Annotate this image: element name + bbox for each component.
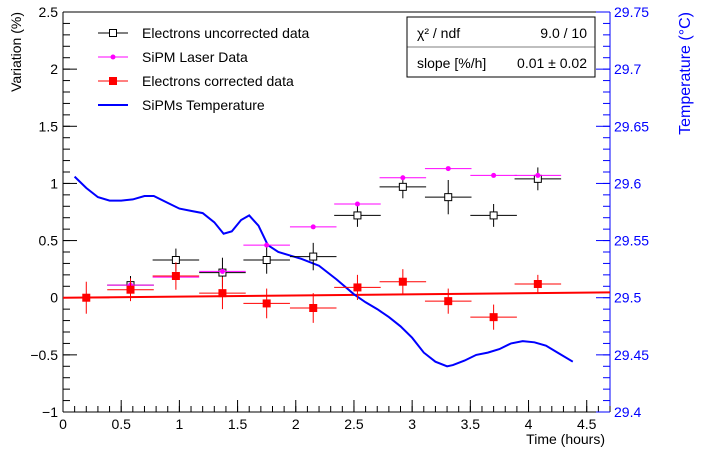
temperature-curve bbox=[73, 175, 574, 368]
y2-tick-label: 29.6 bbox=[614, 175, 641, 191]
data-point bbox=[110, 54, 116, 60]
y-tick-label: 1.5 bbox=[39, 118, 59, 134]
x-tick-label: 1.5 bbox=[228, 416, 248, 432]
stats-chi2-value: 9.0 / 10 bbox=[540, 25, 587, 41]
y2-tick-label: 29.7 bbox=[614, 61, 641, 77]
legend-label: Electrons corrected data bbox=[142, 73, 294, 89]
y2-tick-label: 29.55 bbox=[614, 233, 649, 249]
y-tick-label: 0 bbox=[50, 290, 58, 306]
data-point bbox=[109, 29, 117, 37]
data-point bbox=[353, 211, 362, 220]
data-point bbox=[489, 313, 498, 322]
x-tick-label: 3 bbox=[408, 416, 416, 432]
stats-slope-label: slope [%/h] bbox=[417, 55, 486, 71]
x-tick-label: 0.5 bbox=[111, 416, 131, 432]
y2-tick-label: 29.5 bbox=[614, 290, 641, 306]
x-tick-label: 2.5 bbox=[344, 416, 364, 432]
x-tick-label: 4 bbox=[525, 416, 533, 432]
data-point bbox=[82, 293, 91, 302]
axes-layer: 0 0.5 1 1.5 2 2.5 3 3.5 4 4.5 −1 −0.5 0 0.5 1 1.5 2 2.5 29… bbox=[8, 4, 694, 447]
data-point bbox=[535, 172, 541, 178]
y2-tick-label: 29.65 bbox=[614, 118, 649, 134]
data-point bbox=[262, 256, 271, 264]
legend-label: Electrons uncorrected data bbox=[142, 25, 310, 41]
legend: Electrons uncorrected data SiPM Laser Dat… bbox=[98, 25, 310, 113]
y-axis-title: Variation (%) bbox=[8, 12, 24, 92]
data-point bbox=[491, 172, 497, 178]
y-tick-label: 1 bbox=[50, 175, 58, 191]
data-point bbox=[354, 201, 360, 207]
y2-tick-label: 29.45 bbox=[614, 347, 649, 363]
data-point bbox=[398, 277, 407, 286]
y2-tick-label: 29.75 bbox=[614, 4, 649, 20]
y2-tick-label: 29.4 bbox=[614, 404, 641, 420]
data-point bbox=[444, 193, 453, 202]
stats-box: χ² / ndf 9.0 / 10 slope [%/h] 0.01 ± 0.02 bbox=[406, 16, 596, 78]
y-tick-label: 2 bbox=[50, 61, 58, 77]
data-point bbox=[489, 211, 498, 220]
x-tick-label: 4.5 bbox=[577, 416, 597, 432]
y-tick-label: −1 bbox=[42, 404, 58, 420]
data-point bbox=[109, 77, 117, 85]
data-point bbox=[533, 280, 542, 288]
data-point bbox=[218, 289, 227, 298]
data-point bbox=[353, 283, 362, 292]
y2-axis-title: Temperature (°C) bbox=[677, 12, 694, 135]
stats-chi2-label: χ² / ndf bbox=[417, 25, 460, 41]
data-point bbox=[309, 304, 318, 312]
legend-label: SiPMs Temperature bbox=[142, 97, 265, 113]
data-point bbox=[444, 297, 453, 306]
y-tick-label: −0.5 bbox=[30, 347, 58, 363]
data-point bbox=[445, 166, 451, 172]
x-tick-label: 2 bbox=[292, 416, 300, 432]
fit-line bbox=[62, 291, 611, 299]
y-tick-label: 0.5 bbox=[39, 233, 59, 249]
stats-slope-value: 0.01 ± 0.02 bbox=[517, 55, 587, 71]
x-tick-label: 0 bbox=[59, 416, 67, 432]
data-point bbox=[126, 285, 135, 294]
data-layer bbox=[62, 166, 611, 368]
data-point bbox=[400, 175, 406, 181]
y-tick-label: 2.5 bbox=[39, 4, 59, 20]
x-tick-label: 1 bbox=[175, 416, 183, 432]
data-point bbox=[264, 242, 270, 248]
x-axis-title: Time (hours) bbox=[526, 431, 605, 447]
x-tick-label: 3.5 bbox=[461, 416, 481, 432]
data-point bbox=[219, 268, 225, 274]
legend-label: SiPM Laser Data bbox=[142, 49, 248, 65]
data-point bbox=[398, 182, 407, 191]
data-point bbox=[309, 252, 318, 261]
data-point bbox=[262, 299, 271, 308]
data-point bbox=[310, 224, 316, 230]
data-point bbox=[171, 272, 180, 280]
